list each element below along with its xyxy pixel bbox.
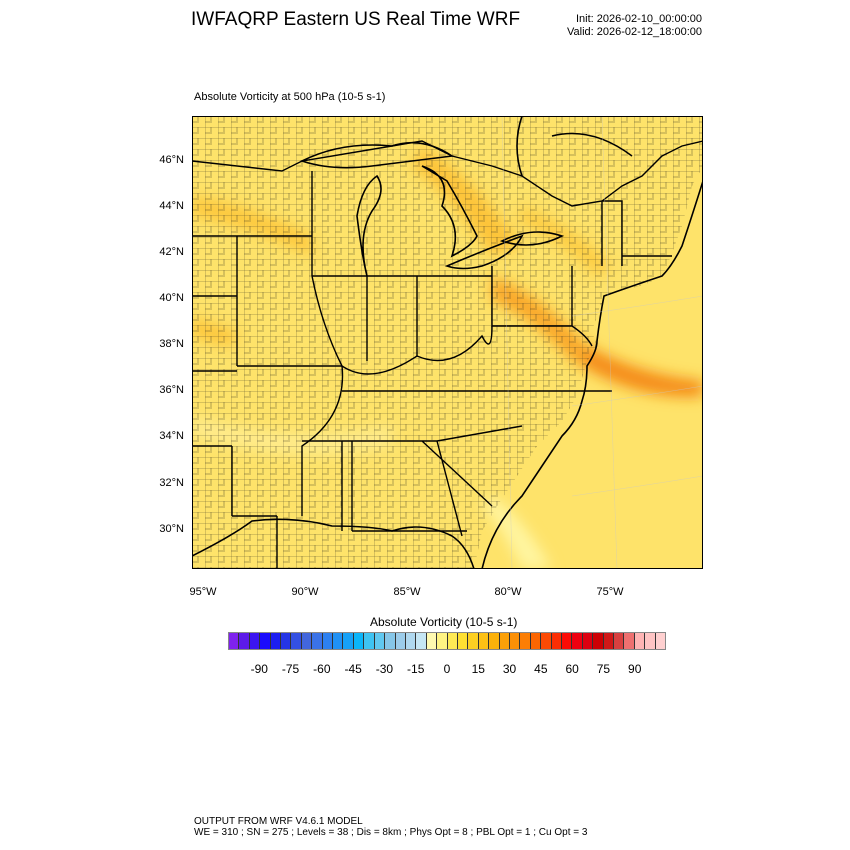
colorbar-swatch	[499, 633, 510, 649]
colorbar-swatch	[551, 633, 562, 649]
lat-label: 40°N	[159, 292, 184, 304]
graticule	[501, 116, 703, 569]
lat-label: 30°N	[159, 523, 184, 535]
lon-label: 75°W	[596, 586, 624, 598]
colorbar-swatch	[572, 633, 583, 649]
colorbar-swatch	[624, 633, 635, 649]
colorbar-swatch	[634, 633, 646, 649]
colorbar-tick-label: 15	[471, 662, 485, 676]
colorbar-swatch	[426, 633, 438, 649]
plot-title: IWFAQRP Eastern US Real Time WRF	[191, 9, 521, 30]
colorbar-swatch	[405, 633, 417, 649]
colorbar-swatch	[457, 633, 469, 649]
colorbar-tick-label: -30	[375, 662, 394, 676]
colorbar-tick-label: 90	[628, 662, 642, 676]
colorbar-tick-label: 60	[565, 662, 579, 676]
init-time: Init: 2026-02-10_00:00:00	[576, 13, 702, 25]
colorbar-swatch	[541, 633, 552, 649]
lat-label: 46°N	[159, 154, 184, 166]
colorbar-swatch	[603, 633, 615, 649]
colorbar-tick-label: 30	[502, 662, 517, 676]
colorbar-swatch	[239, 633, 250, 649]
colorbar-swatch	[520, 633, 531, 649]
valid-time: Valid: 2026-02-12_18:00:00	[567, 26, 702, 38]
lat-label: 36°N	[159, 384, 184, 396]
colorbar-swatch	[270, 633, 282, 649]
colorbar	[228, 632, 666, 650]
lon-label: 85°W	[393, 586, 421, 598]
lat-label: 44°N	[159, 200, 184, 212]
colorbar-swatch	[530, 633, 542, 649]
colorbar-swatch	[364, 633, 375, 649]
colorbar-swatch	[322, 633, 334, 649]
model-version: OUTPUT FROM WRF V4.6.1 MODEL	[194, 816, 363, 827]
colorbar-swatch	[562, 633, 573, 649]
colorbar-swatch	[478, 633, 490, 649]
model-info: OUTPUT FROM WRF V4.6.1 MODEL WE = 310 ; …	[194, 816, 587, 838]
colorbar-swatch	[509, 633, 521, 649]
colorbar-swatch	[655, 633, 666, 649]
colorbar-tick-label: -60	[313, 662, 331, 676]
time-info: Init: 2026-02-10_00:00:00 Valid: 2026-02…	[567, 13, 702, 39]
lat-label: 42°N	[159, 246, 184, 258]
colorbar-tick-label: 45	[534, 662, 548, 676]
colorbar-tick-label: -15	[407, 662, 425, 676]
model-config: WE = 310 ; SN = 275 ; Levels = 38 ; Dis …	[194, 827, 588, 838]
colorbar-tick-label: 0	[443, 662, 451, 676]
colorbar-swatch	[291, 633, 302, 649]
colorbar-swatch	[385, 633, 396, 649]
colorbar-swatch	[468, 633, 479, 649]
colorbar-swatch	[281, 633, 292, 649]
colorbar-swatch	[645, 633, 656, 649]
colorbar-swatch	[312, 633, 323, 649]
colorbar-swatch	[489, 633, 500, 649]
map-frame	[192, 116, 703, 569]
colorbar-tick-label: -75	[281, 662, 300, 676]
coastline	[192, 116, 703, 569]
field-subtitle: Absolute Vorticity at 500 hPa (10-5 s-1)	[194, 91, 386, 103]
state-boundaries	[192, 140, 703, 569]
colorbar-swatch	[229, 633, 240, 649]
colorbar-swatch	[343, 633, 354, 649]
colorbar-swatch	[447, 633, 458, 649]
colorbar-tick-label: -90	[250, 662, 268, 676]
vorticity-map	[192, 116, 703, 569]
lat-label: 34°N	[159, 430, 184, 442]
lon-label: 95°W	[189, 586, 217, 598]
colorbar-swatch	[353, 633, 365, 649]
colorbar-swatch	[614, 633, 625, 649]
colorbar-swatch	[249, 633, 261, 649]
lon-label: 80°W	[494, 586, 522, 598]
colorbar-tick-label: -45	[344, 662, 362, 676]
colorbar-swatch	[593, 633, 604, 649]
colorbar-swatch	[395, 633, 406, 649]
colorbar-title: Absolute Vorticity (10-5 s-1)	[370, 615, 518, 629]
colorbar-swatch	[301, 633, 313, 649]
colorbar-swatch	[416, 633, 427, 649]
lat-label: 38°N	[159, 338, 184, 350]
colorbar-swatch	[582, 633, 594, 649]
colorbar-swatch	[374, 633, 386, 649]
colorbar-swatch	[333, 633, 344, 649]
lon-label: 90°W	[291, 586, 319, 598]
colorbar-swatch	[437, 633, 448, 649]
lat-label: 32°N	[159, 477, 184, 489]
colorbar-swatch	[260, 633, 271, 649]
colorbar-tick-label: 75	[596, 662, 611, 676]
